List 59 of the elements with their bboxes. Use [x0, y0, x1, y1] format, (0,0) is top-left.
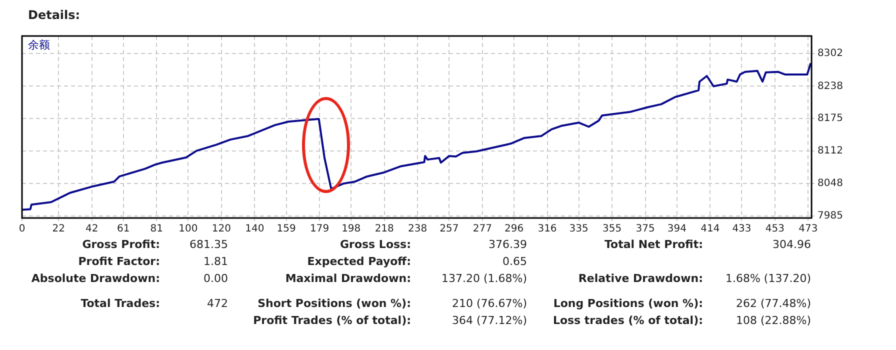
y-tick-label: 8112	[818, 145, 844, 156]
text: Total Trades:	[80, 297, 160, 310]
x-tick-label: 179	[310, 224, 330, 235]
text: 0.00	[202, 272, 228, 285]
text: Maximal Drawdown:	[284, 272, 411, 285]
x-tick-label: 22	[52, 224, 65, 235]
y-tick-label: 8175	[818, 113, 844, 124]
x-tick-label: 42	[85, 224, 98, 235]
text: Profit Trades (% of total):	[252, 314, 411, 327]
x-tick-label: 453	[765, 224, 785, 235]
text: Loss trades (% of total):	[552, 314, 703, 327]
text: 681.35	[188, 238, 228, 251]
x-tick-label: 335	[569, 224, 588, 235]
x-tick-label: 316	[538, 224, 557, 235]
text: 304.96	[772, 238, 811, 251]
text: 0.65	[502, 255, 527, 268]
x-tick-label: 375	[636, 224, 655, 235]
x-tick-label: 433	[732, 224, 752, 235]
x-tick-label: 120	[212, 224, 232, 235]
text: Short Positions (won %):	[256, 297, 411, 310]
x-tick-label: 355	[602, 224, 622, 235]
y-tick-label: 8238	[818, 80, 844, 92]
y-tick-label: 7985	[818, 210, 844, 222]
text: Gross Loss:	[339, 238, 411, 251]
text: Expected Payoff:	[306, 255, 411, 268]
text: Relative Drawdown:	[577, 272, 703, 285]
x-tick-label: 218	[374, 224, 394, 235]
text: 364 (77.12%)	[450, 314, 527, 327]
text: 262 (77.48%)	[734, 297, 811, 310]
x-tick-label: 198	[342, 224, 361, 235]
x-tick-label: 0	[18, 224, 26, 235]
text: Long Positions (won %):	[552, 297, 703, 310]
chart-title: Details:	[28, 8, 80, 22]
text: Absolute Drawdown:	[30, 272, 160, 285]
y-tick-label: 8048	[818, 178, 844, 190]
x-tick-label: 81	[150, 224, 164, 235]
text: 210 (76.67%)	[450, 297, 527, 310]
x-tick-label: 140	[245, 224, 264, 235]
text: 108 (22.88%)	[734, 314, 811, 327]
text: 376.39	[488, 238, 527, 251]
x-tick-label: 257	[440, 224, 459, 235]
text: 137.20 (1.68%)	[440, 272, 527, 285]
text: Profit Factor:	[77, 255, 160, 268]
x-tick-label: 473	[798, 224, 818, 235]
x-tick-label: 159	[276, 224, 296, 235]
text: 1.68% (137.20)	[724, 272, 811, 285]
text: Gross Profit:	[81, 238, 160, 251]
x-tick-label: 61	[117, 224, 130, 235]
x-tick-label: 414	[700, 224, 720, 235]
x-tick-label: 296	[504, 224, 524, 235]
x-tick-label: 100	[178, 224, 198, 235]
x-tick-label: 238	[408, 224, 428, 235]
x-tick-label: 394	[667, 224, 686, 235]
text: 余额	[28, 38, 50, 52]
text: 472	[206, 297, 228, 310]
y-tick-label: 8302	[818, 48, 844, 60]
text: 1.81	[202, 255, 228, 268]
text: Total Net Profit:	[604, 238, 703, 251]
x-tick-label: 277	[472, 224, 492, 235]
